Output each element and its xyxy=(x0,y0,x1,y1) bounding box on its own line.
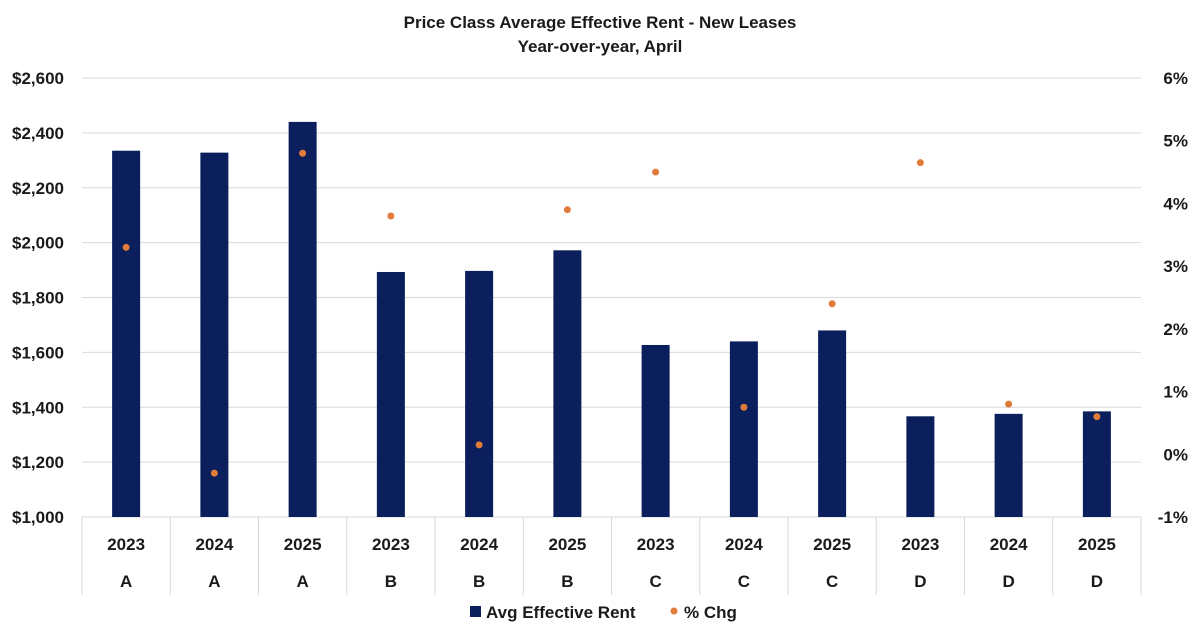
bar xyxy=(288,121,317,518)
legend-label-bar: Avg Effective Rent xyxy=(486,603,636,622)
right-tick-label: 4% xyxy=(1163,194,1188,213)
right-tick-label: 6% xyxy=(1163,69,1188,88)
x-tick-label: 2025 xyxy=(1078,535,1116,554)
scatter-point xyxy=(122,243,130,251)
x-tick-label: 2024 xyxy=(725,535,763,554)
right-tick-label: 0% xyxy=(1163,445,1188,464)
bar xyxy=(906,416,935,517)
x-tick-label: 2025 xyxy=(813,535,851,554)
x-tick-label: 2025 xyxy=(548,535,586,554)
scatter-point xyxy=(740,403,748,411)
scatter-point xyxy=(1005,400,1013,408)
scatter-point xyxy=(1093,413,1101,421)
left-tick-label: $2,600 xyxy=(12,69,64,88)
scatter-point xyxy=(916,159,924,167)
left-tick-label: $1,400 xyxy=(12,398,64,417)
group-label: C xyxy=(649,572,661,591)
group-label: D xyxy=(914,572,926,591)
left-tick-label: $2,400 xyxy=(12,124,64,143)
chart-subtitle: Year-over-year, April xyxy=(518,37,683,56)
group-label: A xyxy=(296,572,308,591)
scatter-point xyxy=(210,469,218,477)
gridlines xyxy=(81,77,1142,595)
group-label: B xyxy=(473,572,485,591)
group-label: A xyxy=(208,572,220,591)
group-label: B xyxy=(385,572,397,591)
x-tick-label: 2023 xyxy=(901,535,939,554)
bar xyxy=(112,150,141,517)
bar xyxy=(818,330,847,517)
legend-swatch-bar xyxy=(470,606,481,617)
legend: Avg Effective Rent % Chg xyxy=(470,603,737,622)
bar-series xyxy=(112,121,1111,518)
bar xyxy=(553,250,582,517)
right-tick-label: 3% xyxy=(1163,257,1188,276)
group-label: B xyxy=(561,572,573,591)
group-label: D xyxy=(1091,572,1103,591)
right-axis-ticks: -1% 0% 1% 2% 3% 4% 5% 6% xyxy=(1158,69,1188,527)
scatter-point xyxy=(828,300,836,308)
bar xyxy=(1082,411,1111,517)
x-tick-label: 2024 xyxy=(460,535,498,554)
bar xyxy=(994,413,1023,517)
x-tick-label: 2023 xyxy=(107,535,145,554)
group-label: D xyxy=(1002,572,1014,591)
x-tick-label: 2025 xyxy=(284,535,322,554)
right-tick-label: -1% xyxy=(1158,508,1188,527)
x-tick-label: 2023 xyxy=(372,535,410,554)
scatter-point xyxy=(563,206,571,214)
left-tick-label: $2,000 xyxy=(12,234,64,253)
group-label: C xyxy=(738,572,750,591)
bar xyxy=(376,271,405,517)
scatter-point xyxy=(652,168,660,176)
scatter-point xyxy=(299,149,307,157)
chart-title: Price Class Average Effective Rent - New… xyxy=(404,13,797,32)
right-tick-label: 5% xyxy=(1163,132,1188,151)
left-axis-ticks: $1,000 $1,200 $1,400 $1,600 $1,800 $2,000 $2,2… xyxy=(12,69,64,527)
x-axis-categories: 2023 A 2024 A 2025 A 2023 B 2024 B 2025 B 2023 C 2024 C… xyxy=(107,535,1116,591)
x-tick-label: 2023 xyxy=(637,535,675,554)
right-tick-label: 2% xyxy=(1163,320,1188,339)
scatter-point xyxy=(475,441,483,449)
left-tick-label: $1,000 xyxy=(12,508,64,527)
x-tick-label: 2024 xyxy=(195,535,233,554)
legend-swatch-dot xyxy=(670,607,678,615)
bar xyxy=(200,152,229,517)
group-label: C xyxy=(826,572,838,591)
left-tick-label: $1,600 xyxy=(12,343,64,362)
left-tick-label: $2,200 xyxy=(12,179,64,198)
bar xyxy=(641,344,670,517)
bar xyxy=(465,270,494,517)
bar xyxy=(729,341,758,517)
group-label: A xyxy=(120,572,132,591)
left-tick-label: $1,800 xyxy=(12,289,64,308)
scatter-point xyxy=(387,212,395,220)
scatter-series xyxy=(122,149,1101,477)
x-tick-label: 2024 xyxy=(990,535,1028,554)
right-tick-label: 1% xyxy=(1163,383,1188,402)
left-tick-label: $1,200 xyxy=(12,453,64,472)
legend-label-dot: % Chg xyxy=(684,603,737,622)
